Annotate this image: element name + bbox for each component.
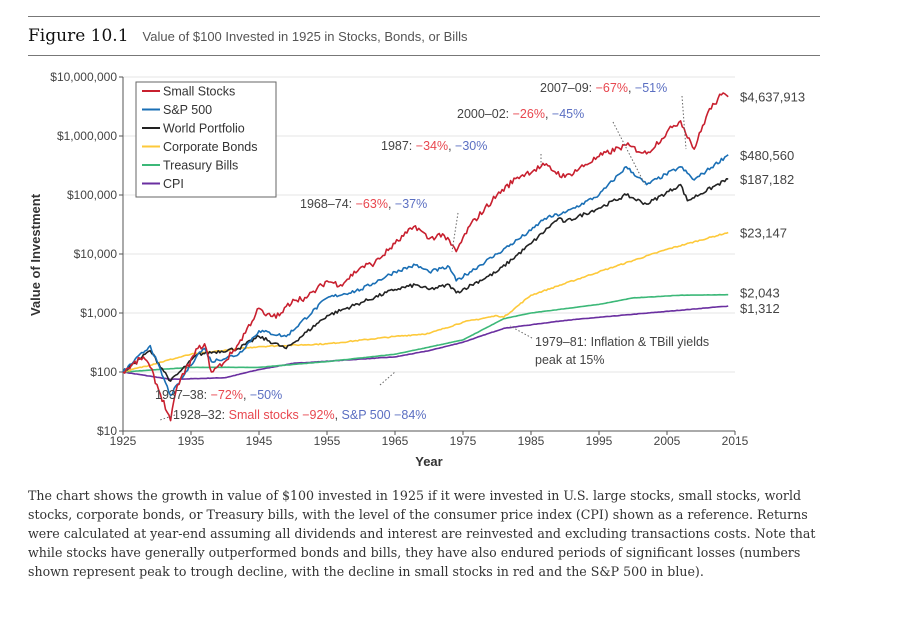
- end-label: $23,147: [740, 225, 787, 240]
- figure-header: Figure 10.1 Value of $100 Invested in 19…: [28, 26, 467, 46]
- x-tick-label: 1965: [382, 434, 409, 448]
- x-tick-label: 1975: [450, 434, 477, 448]
- legend: Small Stocks S&P 500 World Portfolio Corpor…: [135, 81, 277, 198]
- legend-item: S&P 500: [163, 103, 212, 117]
- annotation-1979-81-line2: peak at 15%: [535, 353, 605, 367]
- legend-item: Treasury Bills: [163, 159, 238, 173]
- legend-item: World Portfolio: [163, 122, 245, 136]
- series-lines: [122, 92, 729, 422]
- leader-line: [681, 95, 687, 150]
- x-axis-label: Year: [415, 454, 442, 469]
- x-axis: 1925 1935 1945 1955 1965 1975 1985 1995 2005 2015: [110, 430, 749, 448]
- end-label: $1,312: [740, 301, 780, 316]
- y-tick-label: $10,000,000: [50, 70, 117, 84]
- annotation-2000-02: 2000–02: −26%, −45%: [457, 107, 584, 121]
- figure-title: Value of $100 Invested in 1925 in Stocks…: [142, 29, 468, 44]
- chart: $10 $100 $1,000 $10,000 $100,000 $1,000,000 $1…: [28, 70, 805, 469]
- series-line-small-stocks: [122, 92, 729, 422]
- gridlines: [123, 76, 735, 373]
- end-label: $480,560: [740, 148, 794, 163]
- leader-line: [379, 371, 396, 386]
- end-label: $187,182: [740, 172, 794, 187]
- end-labels: $1,312$2,043 $23,147 $187,182 $480,560 $4,63…: [740, 90, 805, 316]
- y-tick-label: $1,000,000: [57, 129, 117, 143]
- y-tick-label: $100: [90, 365, 117, 379]
- annotation-1968-74: 1968–74: −63%, −37%: [300, 197, 427, 211]
- y-tick-label: $100,000: [67, 188, 117, 202]
- series-line-cpi: [122, 305, 729, 381]
- y-tick-label: $10,000: [74, 247, 118, 261]
- series-line-s-p-500: [122, 154, 729, 397]
- x-tick-label: 1985: [518, 434, 545, 448]
- annotation-1928-32: 1928–32: Small stocks −92%, S&P 500 −84%: [173, 408, 426, 422]
- leader-line: [509, 325, 533, 339]
- x-tick-label: 2015: [722, 434, 749, 448]
- leader-line: [612, 121, 646, 185]
- x-tick-label: 1995: [586, 434, 613, 448]
- x-tick-label: 1955: [314, 434, 341, 448]
- leader-line: [451, 212, 459, 252]
- series-line-corporate-bonds: [122, 231, 729, 373]
- figure-number: Figure 10.1: [28, 26, 129, 46]
- header-rule: [28, 55, 820, 56]
- legend-item: Corporate Bonds: [163, 140, 258, 154]
- legend-item: CPI: [163, 177, 184, 191]
- annotation-1987: 1987: −34%, −30%: [381, 139, 487, 153]
- x-tick-label: 1945: [246, 434, 273, 448]
- end-label: $4,637,913: [740, 90, 805, 105]
- figure-caption: The chart shows the growth in value of $…: [28, 488, 816, 579]
- x-tick-label: 2005: [654, 434, 681, 448]
- annotation-leaders: [159, 95, 687, 421]
- end-label: $2,043: [740, 286, 780, 301]
- y-axis: $10 $100 $1,000 $10,000 $100,000 $1,000,000 $1…: [50, 70, 124, 438]
- x-tick-label: 1925: [110, 434, 137, 448]
- annotation-1979-81-line1: 1979–81: Inflation & TBill yields: [535, 335, 709, 349]
- x-tick-label: 1935: [178, 434, 205, 448]
- legend-item: Small Stocks: [163, 85, 235, 99]
- y-tick-label: $10: [97, 424, 117, 438]
- series-line-treasury-bills: [122, 293, 729, 373]
- y-axis-label: Value of Investment: [28, 193, 43, 316]
- leader-line: [159, 414, 176, 421]
- annotation-2007-09: 2007–09: −67%, −51%: [540, 81, 667, 95]
- y-tick-label: $1,000: [80, 306, 117, 320]
- annotation-1937-38: 1937–38: −72%, −50%: [155, 388, 282, 402]
- top-rule: [28, 16, 820, 17]
- series-line-world-portfolio: [122, 178, 729, 382]
